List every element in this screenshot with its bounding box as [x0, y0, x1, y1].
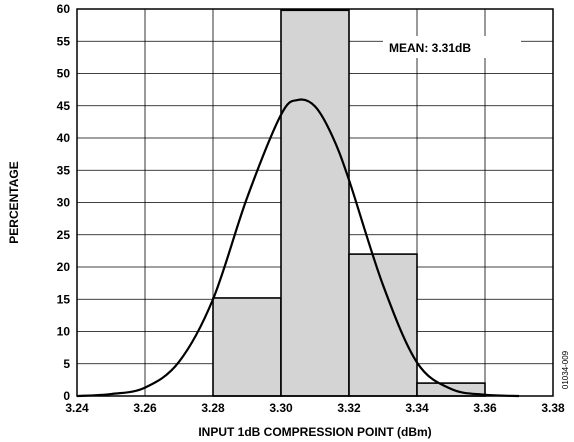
y-tick-label: 0 — [63, 389, 70, 403]
y-tick-label: 60 — [57, 2, 71, 16]
distribution-curve — [76, 98, 520, 398]
x-tick-label: 3.26 — [133, 401, 157, 415]
y-tick-label: 20 — [57, 260, 71, 274]
mean-annotation-background — [383, 36, 521, 58]
y-tick-label: 45 — [57, 99, 71, 113]
y-tick-label: 35 — [57, 163, 71, 177]
mean-annotation-text: MEAN: 3.31dB — [389, 41, 471, 55]
x-tick-label: 3.34 — [405, 401, 429, 415]
y-tick-label: 55 — [57, 34, 71, 48]
histogram-bar — [348, 253, 418, 397]
histogram-bar — [212, 297, 282, 397]
x-tick-label: 3.28 — [201, 401, 225, 415]
x-tick-label: 3.38 — [541, 401, 565, 415]
y-tick-label: 25 — [57, 228, 71, 242]
y-axis-title: PERCENTAGE — [7, 161, 21, 243]
y-tick-label: 40 — [57, 131, 71, 145]
x-tick-label: 3.32 — [337, 401, 361, 415]
normal-fit-curve — [76, 98, 520, 398]
figure-id-label: 01034-009 — [561, 350, 570, 389]
plot-frame — [76, 8, 554, 397]
y-tick-label: 30 — [57, 196, 71, 210]
mean-annotation: MEAN: 3.31dB — [383, 36, 521, 58]
x-tick-label: 3.30 — [269, 401, 293, 415]
y-tick-label: 5 — [63, 357, 70, 371]
y-tick-label: 15 — [57, 292, 71, 306]
y-tick-label: 10 — [57, 325, 71, 339]
x-tick-label: 3.24 — [65, 401, 89, 415]
axis-ticks: 3.24 3.26 3.28 3.30 3.32 3.34 3.36 3.38 0 5 10 15 20… — [57, 2, 565, 415]
histogram-bar — [280, 9, 350, 397]
histogram-bars — [212, 9, 486, 397]
x-axis-title: INPUT 1dB COMPRESSION POINT (dBm) — [198, 425, 431, 439]
y-tick-label: 50 — [57, 67, 71, 81]
x-tick-label: 3.36 — [473, 401, 497, 415]
